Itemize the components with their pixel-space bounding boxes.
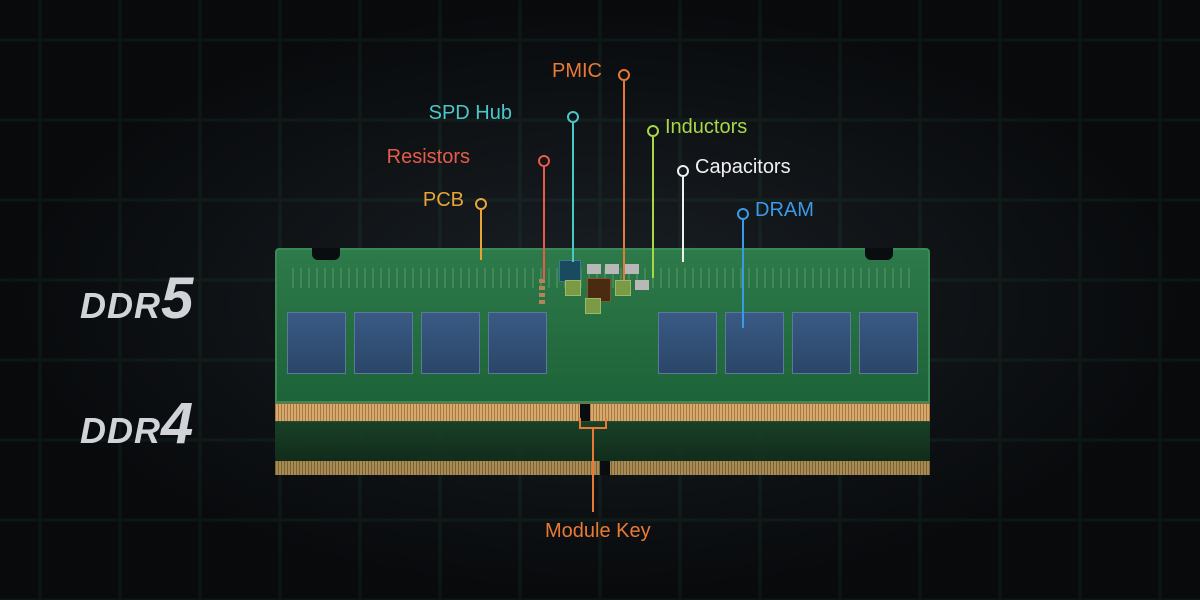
- resistor-column: [539, 278, 545, 304]
- dram-chip: [354, 312, 413, 374]
- callout-label-pmic: PMIC: [552, 60, 602, 83]
- spd-hub-chip: [559, 260, 581, 282]
- callout-label-resistors: Resistors: [387, 146, 470, 169]
- ram-stage: [275, 248, 930, 475]
- dram-chip: [725, 312, 784, 374]
- ddr5-gold-contacts: [275, 403, 930, 421]
- inductor-component: [615, 280, 631, 296]
- callout-label-inductors: Inductors: [665, 116, 747, 139]
- inductor-component: [565, 280, 581, 296]
- ddr4-prefix: DDR: [80, 410, 161, 451]
- center-component-cluster: [557, 258, 677, 308]
- ddr5-prefix: DDR: [80, 285, 161, 326]
- pcb-notch-right: [865, 248, 893, 260]
- callout-label-module-key: Module Key: [545, 520, 651, 543]
- side-labels: DDR5 DDR4: [80, 265, 194, 515]
- dram-chip: [658, 312, 717, 374]
- pcb-notch-left: [312, 248, 340, 260]
- ddr4-module: [275, 421, 930, 475]
- ddr4-label: DDR4: [80, 390, 194, 457]
- callout-label-pcb: PCB: [423, 189, 464, 212]
- callout-label-capacitors: Capacitors: [695, 156, 791, 179]
- ddr4-key-notch: [600, 461, 610, 475]
- ddr5-key-notch: [580, 404, 590, 422]
- dram-gap: [555, 312, 650, 374]
- dram-chip: [859, 312, 918, 374]
- capacitor-component: [625, 264, 639, 274]
- dram-chip: [792, 312, 851, 374]
- dram-chip: [421, 312, 480, 374]
- dram-chip: [488, 312, 547, 374]
- capacitor-component: [587, 264, 601, 274]
- callout-label-spd-hub: SPD Hub: [429, 102, 512, 125]
- dram-chip: [287, 312, 346, 374]
- callout-label-dram: DRAM: [755, 199, 814, 222]
- capacitor-component: [635, 280, 649, 290]
- ddr4-num: 4: [161, 391, 194, 456]
- capacitor-component: [605, 264, 619, 274]
- ddr5-label: DDR5: [80, 265, 194, 332]
- ddr5-num: 5: [161, 266, 194, 331]
- ddr5-module: [275, 248, 930, 403]
- dram-chip-row: [287, 312, 918, 374]
